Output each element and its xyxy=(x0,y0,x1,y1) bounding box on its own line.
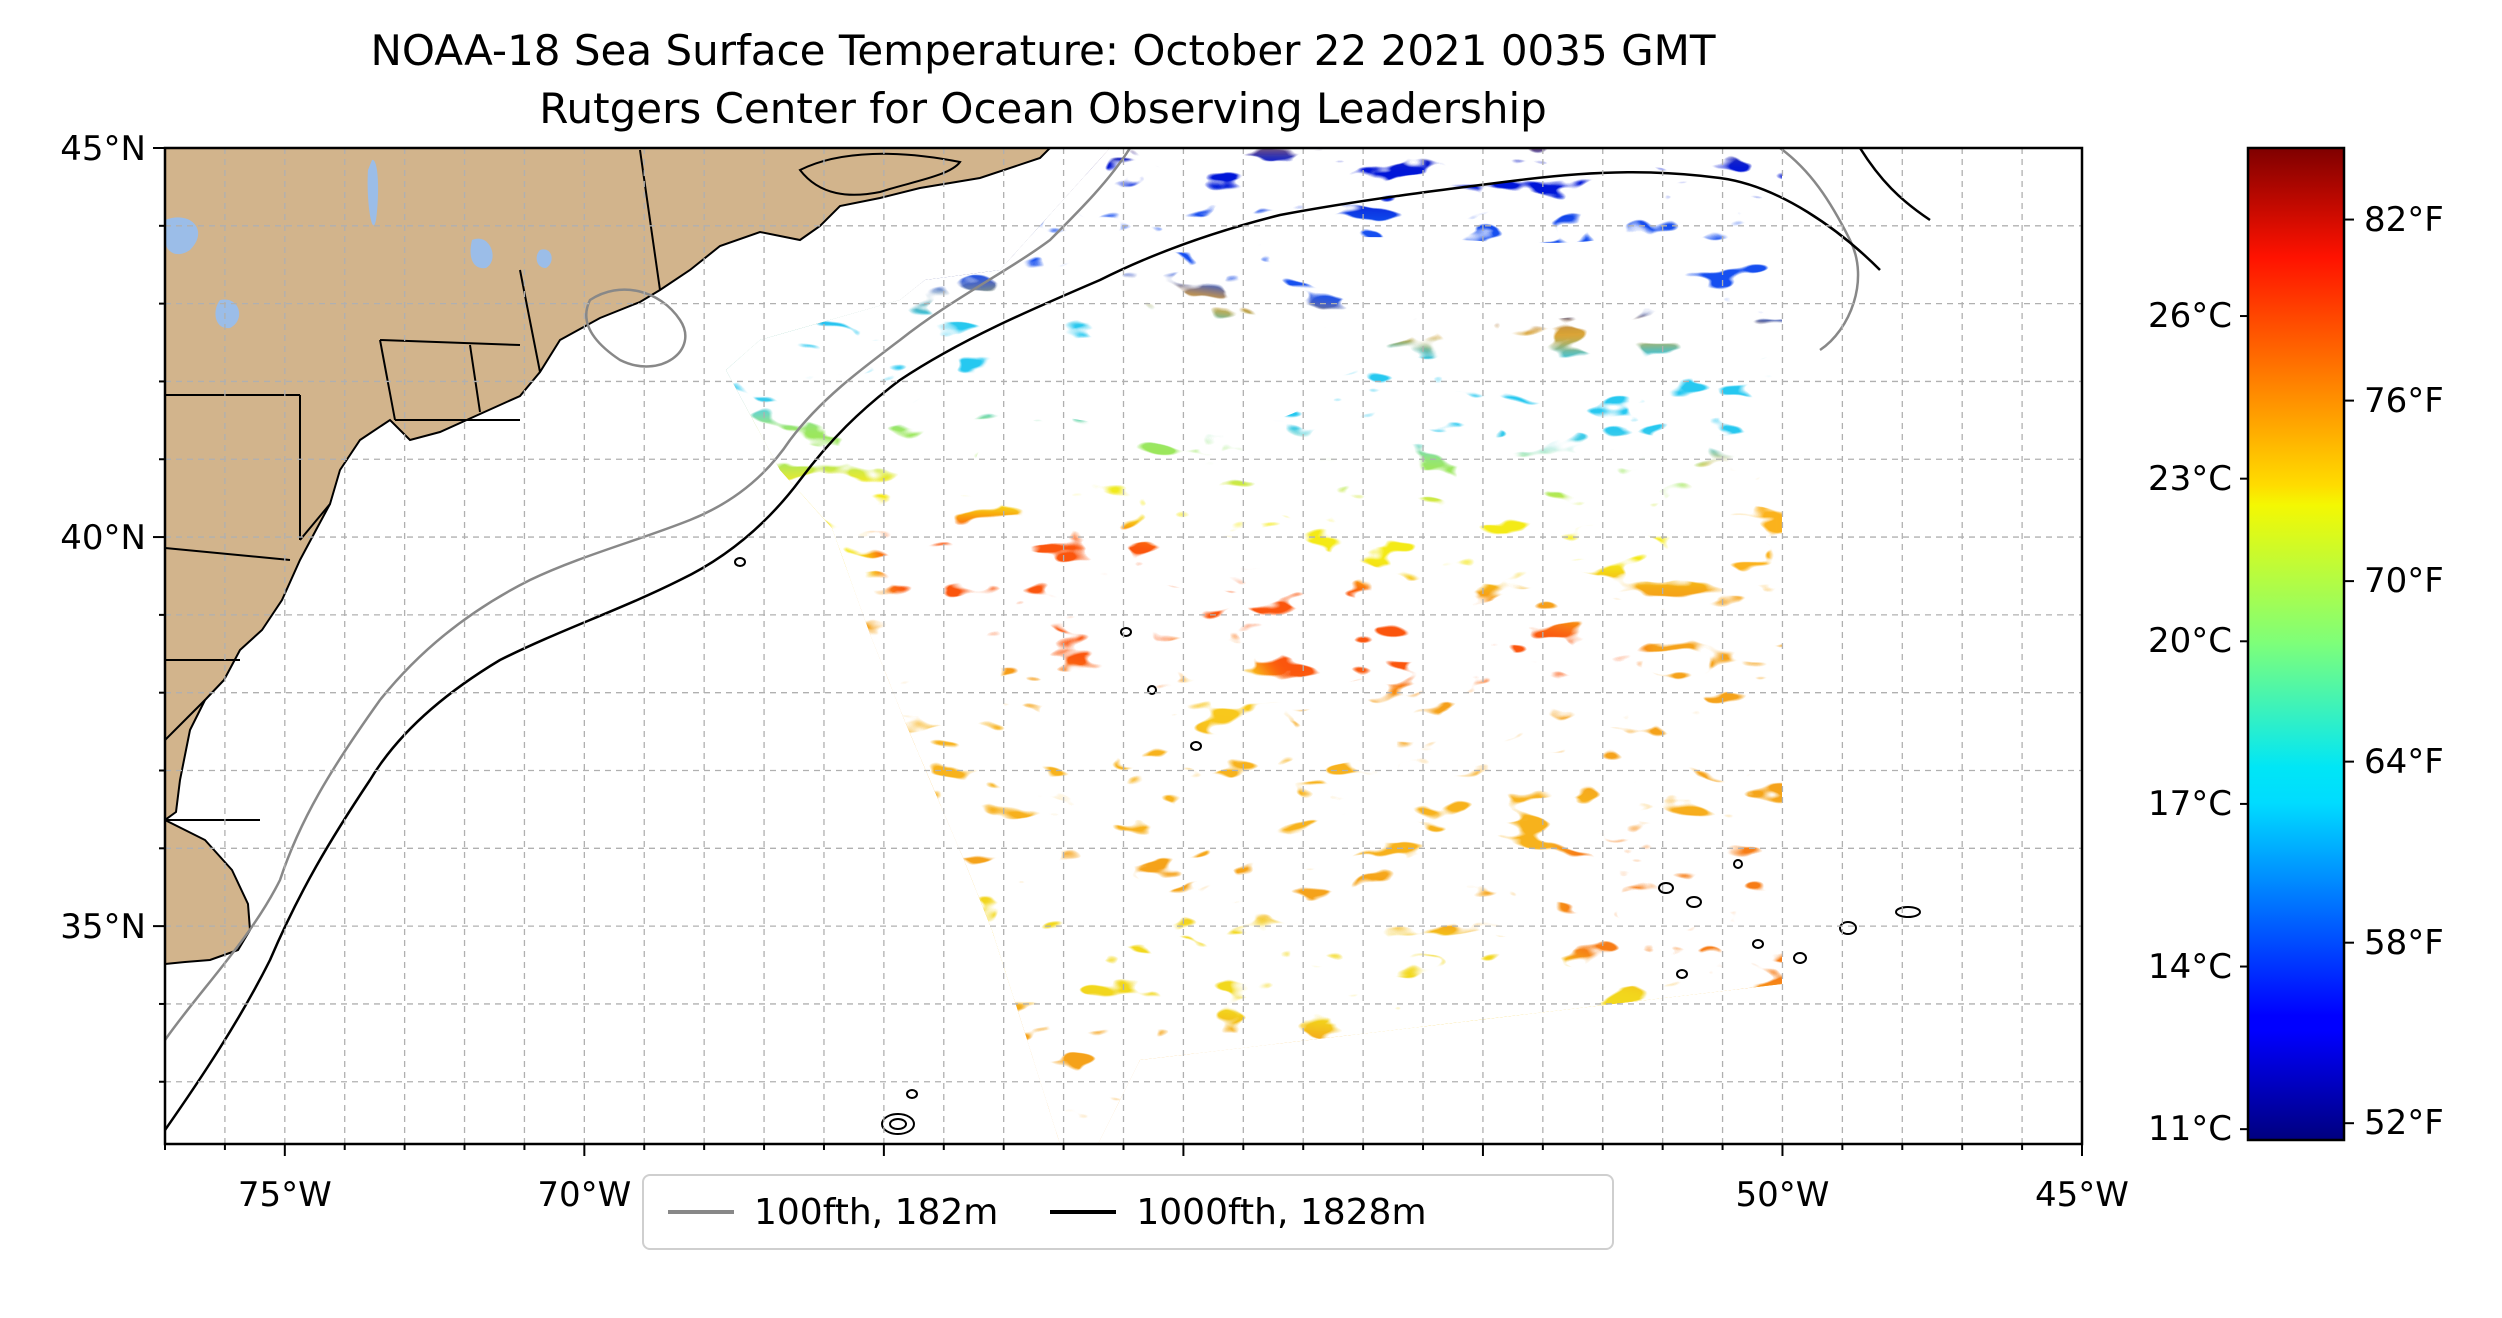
celsius-tick-label: 11°C xyxy=(2147,1109,2232,1150)
chart-subtitle: Rutgers Center for Ocean Observing Leade… xyxy=(539,84,1547,133)
celsius-tick-label: 23°C xyxy=(2147,458,2232,499)
fahrenheit-tick-label: 70°F xyxy=(2364,561,2444,602)
legend-label: 1000fth, 1828m xyxy=(1136,1191,1427,1233)
state-borders xyxy=(165,149,661,821)
legend-line-black xyxy=(1050,1210,1117,1214)
colorbar-gradient xyxy=(2246,146,2346,1142)
celsius-tick-label: 26°C xyxy=(2147,296,2232,337)
fahrenheit-tick-label: 82°F xyxy=(2364,199,2444,240)
y-tick-label: 40°N xyxy=(60,518,146,558)
lakes xyxy=(165,159,552,329)
legend-label: 100fth, 182m xyxy=(754,1191,999,1233)
x-tick-label: 45°W xyxy=(2035,1175,2129,1215)
legend-item-1000fth: 1000fth, 1828m xyxy=(1050,1191,1427,1233)
fahrenheit-tick-label: 76°F xyxy=(2364,380,2444,421)
y-axis-ticks: 45°N 40°N 35°N xyxy=(60,129,165,1083)
contour-1000fth xyxy=(165,148,1931,1131)
colorbar-ticks xyxy=(2240,218,2354,1131)
fahrenheit-tick-label: 52°F xyxy=(2364,1103,2444,1144)
legend: 100fth, 182m 1000fth, 1828m xyxy=(642,1174,1614,1250)
x-tick-label: 75°W xyxy=(238,1175,332,1215)
fahrenheit-tick-label: 64°F xyxy=(2364,741,2444,782)
colorbar xyxy=(2240,146,2354,1142)
celsius-tick-label: 17°C xyxy=(2147,783,2232,824)
sst-swath xyxy=(726,148,1782,1144)
legend-item-100fth: 100fth, 182m xyxy=(668,1192,998,1233)
y-tick-label: 35°N xyxy=(60,907,146,947)
x-tick-label: 70°W xyxy=(537,1175,631,1215)
gridlines xyxy=(164,147,2083,1144)
y-tick-label: 45°N xyxy=(60,129,146,169)
celsius-tick-label: 14°C xyxy=(2147,946,2232,987)
chart-title: NOAA-18 Sea Surface Temperature: October… xyxy=(370,26,1716,75)
fahrenheit-tick-label: 58°F xyxy=(2364,922,2444,963)
x-tick-label: 50°W xyxy=(1736,1175,1830,1215)
seamounts xyxy=(734,557,1921,1135)
celsius-tick-label: 20°C xyxy=(2147,621,2232,662)
legend-line-gray xyxy=(668,1210,734,1214)
